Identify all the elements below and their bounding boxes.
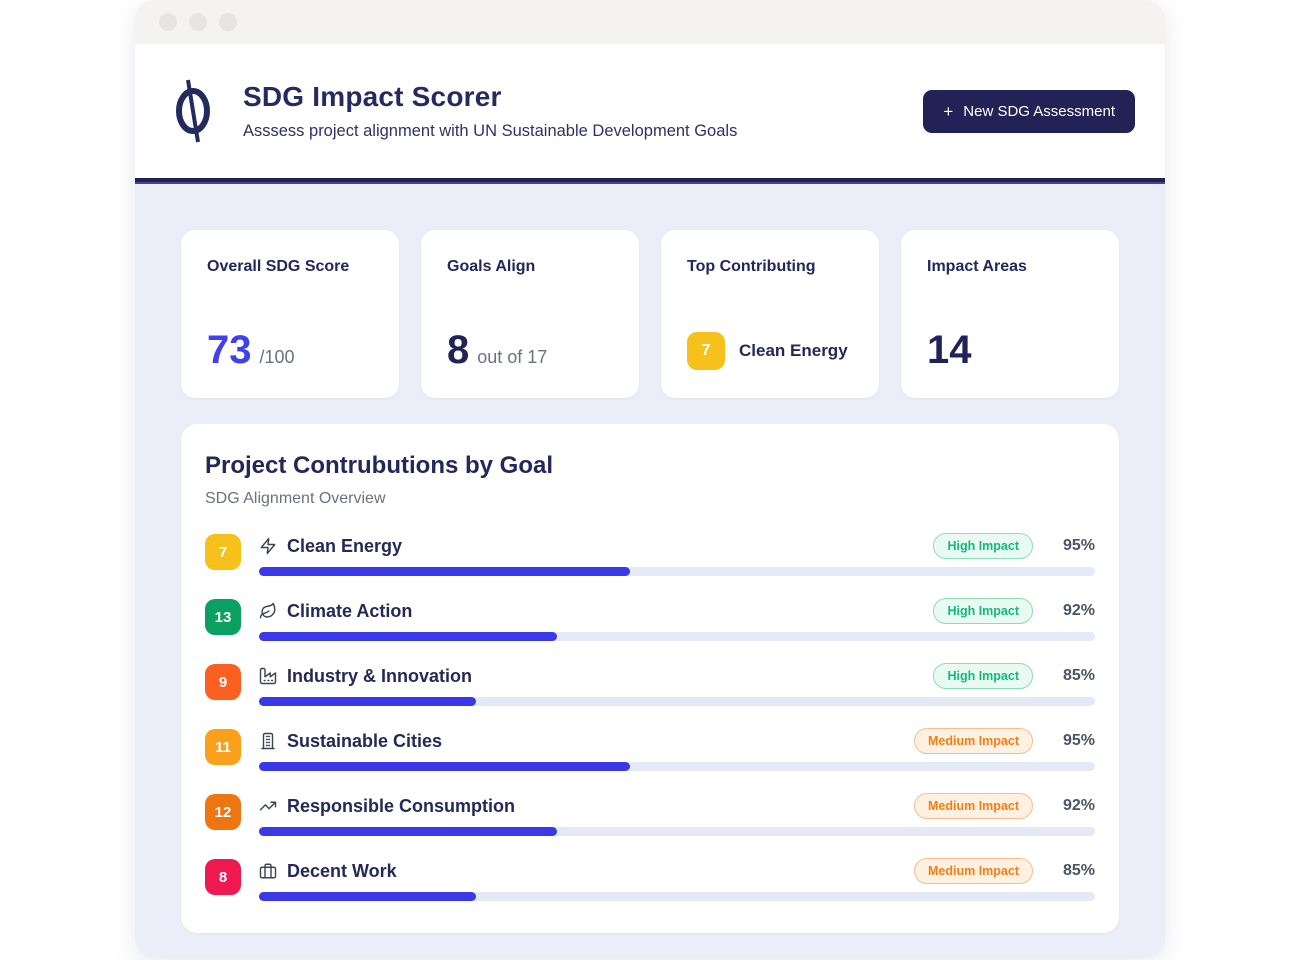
- panel-subtitle: SDG Alignment Overview: [205, 490, 386, 507]
- goal-number-badge: 7: [687, 332, 725, 370]
- new-sdg-assessment-button[interactable]: + New SDG Assessment: [923, 89, 1135, 133]
- goal-row: 12 Responsible Consumption Medium Impact…: [205, 792, 1095, 836]
- page-subtitle: Asssess project alignment with UN Sustai…: [243, 122, 738, 140]
- goal-percent: 92%: [1062, 602, 1095, 619]
- goal-number-badge: 11: [205, 729, 241, 765]
- stat-card-overall-score: Overall SDG Score 73 /100: [181, 230, 399, 398]
- goal-rows-list: 7 Clean Energy High Impact 95% 13 Climat…: [205, 532, 1095, 901]
- goal-name: Decent Work: [287, 860, 397, 881]
- progress-bar-track: [259, 697, 1095, 706]
- app-header: SDG Impact Scorer Asssess project alignm…: [135, 44, 1165, 178]
- page-title: SDG Impact Scorer: [243, 81, 502, 112]
- goal-name: Responsible Consumption: [287, 795, 516, 816]
- window-dot-icon: [189, 13, 207, 31]
- header-divider: [135, 178, 1165, 182]
- progress-bar-fill: [259, 632, 558, 641]
- panel-title: Project Contrubutions by Goal: [205, 452, 554, 479]
- stat-card-top-contributing: Top Contributing 7 Clean Energy: [661, 230, 879, 398]
- new-sdg-assessment-label: New SDG Assessment: [963, 102, 1115, 120]
- goal-percent: 95%: [1062, 732, 1095, 749]
- stat-card-impact-areas: Impact Areas 14: [901, 230, 1119, 398]
- goal-number-badge: 13: [205, 599, 241, 635]
- window-dot-icon: [159, 13, 177, 31]
- stat-card-goals-align: Goals Align 8 out of 17: [421, 230, 639, 398]
- briefcase-icon: [259, 862, 277, 880]
- app-window: SDG Impact Scorer Asssess project alignm…: [135, 0, 1165, 958]
- goal-percent: 85%: [1062, 667, 1095, 684]
- header-divider-accent: [135, 182, 1165, 184]
- stat-value: 8: [447, 328, 470, 372]
- stat-label: Top Contributing: [687, 258, 816, 275]
- impact-badge: High Impact: [933, 663, 1033, 689]
- goal-number-badge: 12: [205, 794, 241, 830]
- stat-label: Impact Areas: [927, 258, 1027, 275]
- impact-badge: High Impact: [933, 533, 1033, 559]
- goal-name: Industry & Innovation: [287, 665, 473, 686]
- progress-bar-track: [259, 567, 1095, 576]
- factory-icon: [259, 667, 277, 685]
- goal-name: Climate Action: [287, 600, 413, 621]
- leaf-icon: [259, 602, 277, 620]
- progress-bar-track: [259, 827, 1095, 836]
- app-logo-icon: [176, 79, 210, 143]
- stat-suffix: /100: [259, 347, 295, 367]
- goal-row: 11 Sustainable Cities Medium Impact 95%: [205, 727, 1095, 771]
- goal-name: Sustainable Cities: [287, 730, 443, 751]
- progress-bar-fill: [259, 892, 477, 901]
- goal-percent: 95%: [1062, 537, 1095, 554]
- goal-number-badge: 8: [205, 859, 241, 895]
- buildings-icon: [259, 732, 277, 750]
- trending-up-icon: [259, 797, 277, 815]
- contributions-panel: Project Contrubutions by Goal SDG Alignm…: [181, 424, 1119, 933]
- progress-bar-fill: [259, 697, 477, 706]
- progress-bar-fill: [259, 762, 631, 771]
- goal-row: 7 Clean Energy High Impact 95%: [205, 532, 1095, 576]
- goal-number-badge: 9: [205, 664, 241, 700]
- goal-number-badge: 7: [205, 534, 241, 570]
- goal-row: 13 Climate Action High Impact 92%: [205, 597, 1095, 641]
- window-dot-icon: [219, 13, 237, 31]
- progress-bar-track: [259, 632, 1095, 641]
- browser-chrome-bar: [135, 0, 1165, 44]
- progress-bar-track: [259, 892, 1095, 901]
- stat-label: Overall SDG Score: [207, 258, 350, 275]
- stat-goal-name: Clean Energy: [739, 341, 848, 360]
- progress-bar-fill: [259, 827, 558, 836]
- goal-name: Clean Energy: [287, 535, 403, 556]
- stat-cards-row: Overall SDG Score 73 /100 Goals Align 8 …: [181, 230, 1119, 398]
- goal-percent: 92%: [1062, 797, 1095, 814]
- goal-row: 9 Industry & Innovation High Impact 85%: [205, 662, 1095, 706]
- zap-icon: [259, 537, 277, 555]
- progress-bar-fill: [259, 567, 631, 576]
- impact-badge: Medium Impact: [914, 858, 1033, 884]
- impact-badge: High Impact: [933, 598, 1033, 624]
- progress-bar-track: [259, 762, 1095, 771]
- main-content: Overall SDG Score 73 /100 Goals Align 8 …: [135, 184, 1165, 933]
- goal-percent: 85%: [1062, 862, 1095, 879]
- stat-value: 14: [927, 328, 972, 372]
- stat-value: 73: [207, 328, 252, 372]
- impact-badge: Medium Impact: [914, 728, 1033, 754]
- plus-icon: +: [943, 101, 954, 121]
- stat-suffix: out of 17: [477, 347, 548, 367]
- stat-label: Goals Align: [447, 258, 536, 275]
- goal-row: 8 Decent Work Medium Impact 85%: [205, 857, 1095, 901]
- impact-badge: Medium Impact: [914, 793, 1033, 819]
